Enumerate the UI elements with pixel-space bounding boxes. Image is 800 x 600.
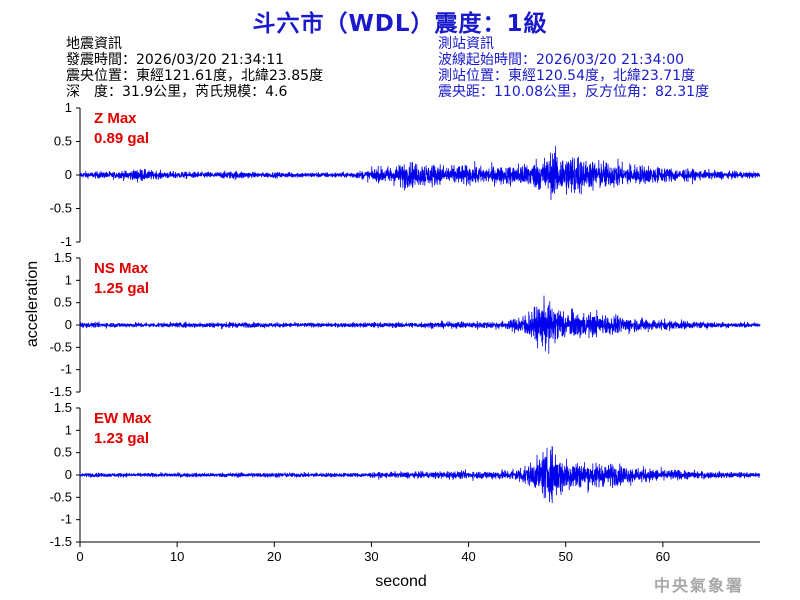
quake-info-heading: 地震資訊 bbox=[66, 36, 122, 52]
y-tick-label: 0 bbox=[65, 167, 72, 182]
trace-ew bbox=[79, 446, 761, 503]
x-tick-label: 40 bbox=[461, 549, 475, 564]
y-tick-label: 1 bbox=[65, 100, 72, 115]
y-tick-label: -0.5 bbox=[50, 339, 72, 354]
y-tick-label: -1.5 bbox=[50, 384, 72, 399]
depth-magnitude: 深 度：31.9公里，芮氏規模：4.6 bbox=[66, 84, 288, 100]
station-info-block: 測站資訊 波線起始時間：2026/03/20 21:34:00 測站位置：東經1… bbox=[438, 36, 709, 100]
x-tick-label: 10 bbox=[170, 549, 184, 564]
quake-info-block: 地震資訊 發震時間：2026/03/20 21:34:11 震央位置：東經121… bbox=[66, 36, 323, 100]
max-value-ew: 1.23 gal bbox=[94, 430, 149, 447]
x-tick-label: 20 bbox=[267, 549, 281, 564]
y-tick-label: -0.5 bbox=[50, 201, 72, 216]
wave-start-time: 波線起始時間：2026/03/20 21:34:00 bbox=[438, 52, 685, 68]
x-tick-label: 30 bbox=[364, 549, 378, 564]
y-tick-label: 1.5 bbox=[54, 400, 72, 415]
max-label-ns: NS Max bbox=[94, 260, 149, 277]
max-value-z: 0.89 gal bbox=[94, 130, 149, 147]
x-tick-label: 0 bbox=[76, 549, 83, 564]
trace-ns bbox=[79, 295, 761, 354]
agency-logo-text: 中央氣象署 bbox=[654, 576, 745, 595]
y-tick-label: 1 bbox=[65, 422, 72, 437]
y-tick-label: 0.5 bbox=[54, 134, 72, 149]
x-tick-label: 60 bbox=[656, 549, 670, 564]
max-value-ns: 1.25 gal bbox=[94, 280, 149, 297]
y-tick-label: -1 bbox=[60, 362, 72, 377]
x-axis-title: second bbox=[375, 573, 427, 590]
epicentral-distance: 震央距：110.08公里，反方位角：82.31度 bbox=[438, 84, 710, 100]
y-tick-label: 0.5 bbox=[54, 445, 72, 460]
y-tick-label: 0.5 bbox=[54, 295, 72, 310]
origin-time: 發震時間：2026/03/20 21:34:11 bbox=[66, 52, 285, 68]
y-axis-title: acceleration bbox=[24, 261, 41, 347]
max-label-z: Z Max bbox=[94, 110, 137, 127]
max-label-ew: EW Max bbox=[94, 410, 152, 427]
y-tick-label: 1.5 bbox=[54, 250, 72, 265]
epicenter-location: 震央位置：東經121.61度，北緯23.85度 bbox=[66, 68, 324, 84]
y-tick-label: -1.5 bbox=[50, 534, 72, 549]
x-tick-label: 50 bbox=[558, 549, 572, 564]
y-tick-label: 0 bbox=[65, 467, 72, 482]
trace-z bbox=[79, 145, 761, 201]
y-tick-label: 0 bbox=[65, 317, 72, 332]
y-tick-label: -1 bbox=[60, 512, 72, 527]
station-info-heading: 測站資訊 bbox=[438, 36, 494, 52]
y-tick-label: -1 bbox=[60, 234, 72, 249]
page-title: 斗六市（WDL）震度：1級 bbox=[252, 11, 548, 37]
y-tick-label: -0.5 bbox=[50, 489, 72, 504]
y-tick-label: 1 bbox=[65, 272, 72, 287]
station-location: 測站位置：東經120.54度，北緯23.71度 bbox=[438, 68, 696, 84]
